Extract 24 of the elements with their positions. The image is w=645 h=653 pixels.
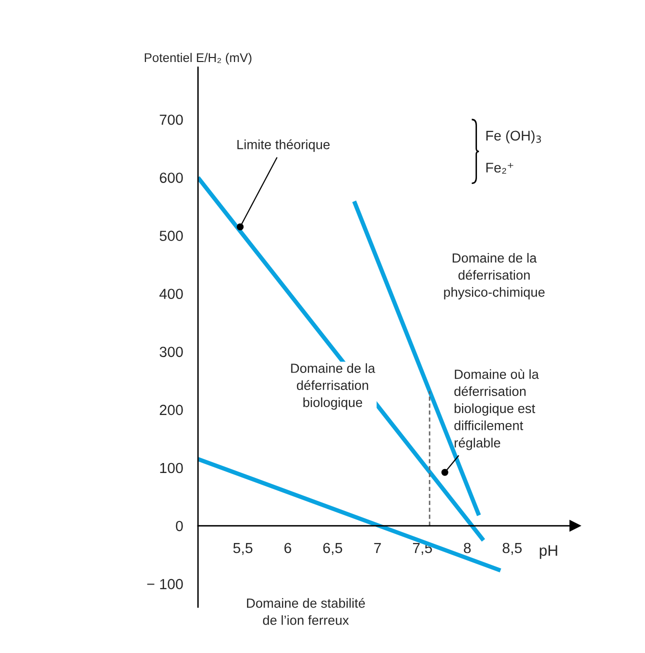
y-axis-title: Potentiel E/H₂ (mV): [144, 52, 252, 65]
annotation: Limite théorique: [237, 139, 330, 152]
x-tick-label: 6: [284, 542, 292, 554]
y-tick-label: 300: [160, 346, 183, 358]
x-axis-title: pH: [540, 545, 558, 559]
y-tick-label: 600: [160, 172, 183, 183]
y-tick-label: 200: [160, 404, 183, 416]
x-tick-label: 6,5: [323, 542, 342, 555]
y-tick-label: 500: [160, 230, 183, 241]
annotation: Fe₂⁺: [486, 162, 514, 174]
y-tick-label: 700: [160, 114, 183, 125]
y-tick-label: 100: [160, 462, 183, 474]
y-tick-label: 400: [159, 288, 183, 300]
x-tick-label: 8,5: [502, 542, 522, 555]
annotation: Domaine de la déferrisation physico-chimique: [444, 252, 545, 300]
y-tick-label: 0: [176, 520, 183, 532]
annotation: Fe (OH)$_{3}$: [486, 130, 541, 144]
x-tick-label: 7: [374, 542, 381, 554]
annotation: Domaine où la déferrisation biologique est difficilement réglable: [454, 369, 539, 450]
x-tick-label: 8: [464, 542, 471, 554]
x-tick-label: 5,5: [233, 542, 252, 555]
annotation: Domaine de la déferrisation biologique: [291, 363, 376, 410]
y-tick-label: − 100: [147, 578, 183, 590]
annotation: Domaine de stabilité de l’ion ferreux: [247, 598, 365, 625]
